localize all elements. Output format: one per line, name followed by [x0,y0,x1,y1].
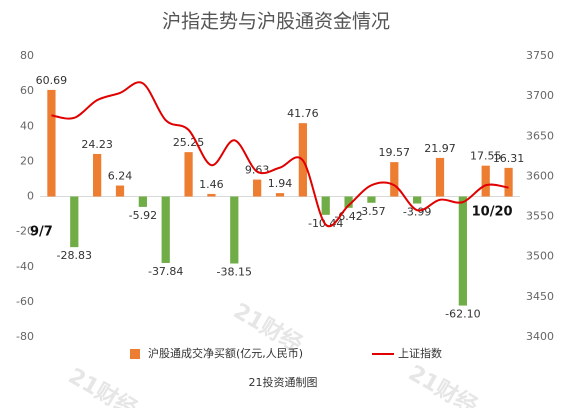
y-tick-label: 20 [20,154,34,167]
bar [344,196,353,208]
watermark: 21财经 [64,363,142,408]
data-label: 17.55 [470,150,502,163]
bar [275,193,285,197]
data-label: 1.46 [199,178,224,191]
x-category-label: 9/7 [30,225,53,240]
y2-tick-label: 3450 [526,290,554,303]
bar [70,196,79,248]
bar [390,162,399,197]
bar [47,89,56,197]
y-tick-label: 60 [20,84,34,97]
bar [115,185,125,197]
bar [367,196,376,203]
data-label: -3.57 [357,205,385,218]
bar [481,165,490,197]
data-label: 6.24 [108,170,133,183]
bar [230,196,239,264]
bar [458,196,467,306]
data-label: 9.63 [245,164,270,177]
legend-label: 上证指数 [398,346,442,360]
y2-tick-label: 3750 [526,49,554,62]
bar [93,153,102,197]
y2-tick-label: 3550 [526,210,554,223]
source-note: 21投资通制图 [249,375,318,389]
legend-swatch [130,349,140,359]
bar [321,196,330,215]
y-tick-label: 40 [20,119,34,132]
data-label: 16.31 [493,152,525,165]
data-label: -37.84 [148,265,183,278]
chart-title: 沪指走势与沪股通资金情况 [162,11,390,33]
bar [184,152,193,197]
bar [504,167,513,197]
data-label: 19.57 [379,146,411,159]
bar [253,179,262,197]
y2-tick-label: 3400 [526,330,554,343]
data-label: 24.23 [81,138,113,151]
data-label: 60.69 [36,74,68,87]
x-category-label: 10/20 [472,205,513,220]
y-tick-label: 0 [27,190,34,203]
bar [413,196,422,204]
y2-tick-label: 3700 [526,89,554,102]
bar [207,193,216,197]
y2-tick-label: 3500 [526,250,554,263]
bar [161,196,170,263]
y2-tick-label: 3600 [526,169,554,182]
data-label: -28.83 [57,249,92,262]
legend-label: 沪股通成交净买额(亿元,人民币) [148,346,303,360]
y-tick-label: -80 [16,330,34,343]
y2-tick-label: 3650 [526,129,554,142]
data-label: -5.92 [129,209,157,222]
data-label: -62.10 [445,308,480,321]
y-tick-label: -40 [16,260,34,273]
bar [138,196,147,207]
watermark: 21财经 [404,360,482,408]
data-label: 41.76 [287,107,319,120]
bar [435,157,445,197]
data-label: 25.25 [173,136,205,149]
data-label: 21.97 [424,142,456,155]
data-label: 1.94 [268,177,293,190]
data-label: -38.15 [217,266,252,279]
y-tick-label: -60 [16,295,34,308]
y-tick-label: -20 [16,225,34,238]
y-tick-label: 80 [20,49,34,62]
line [51,81,509,228]
